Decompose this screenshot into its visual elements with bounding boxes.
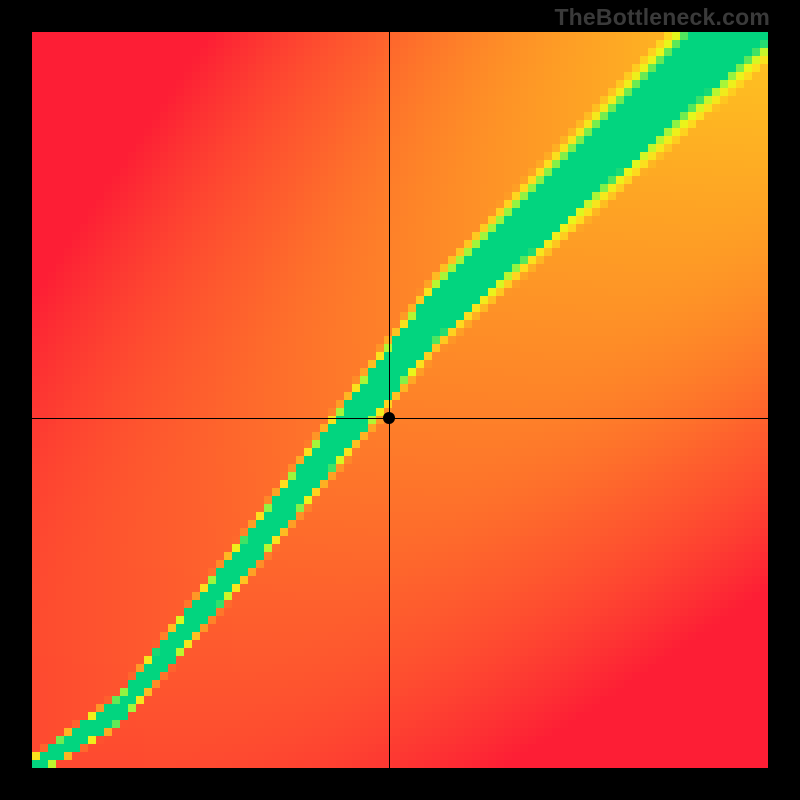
plot-area[interactable] bbox=[32, 32, 768, 768]
watermark-text: TheBottleneck.com bbox=[554, 4, 770, 31]
heatmap-canvas bbox=[32, 32, 768, 768]
chart-container: TheBottleneck.com bbox=[0, 0, 800, 800]
